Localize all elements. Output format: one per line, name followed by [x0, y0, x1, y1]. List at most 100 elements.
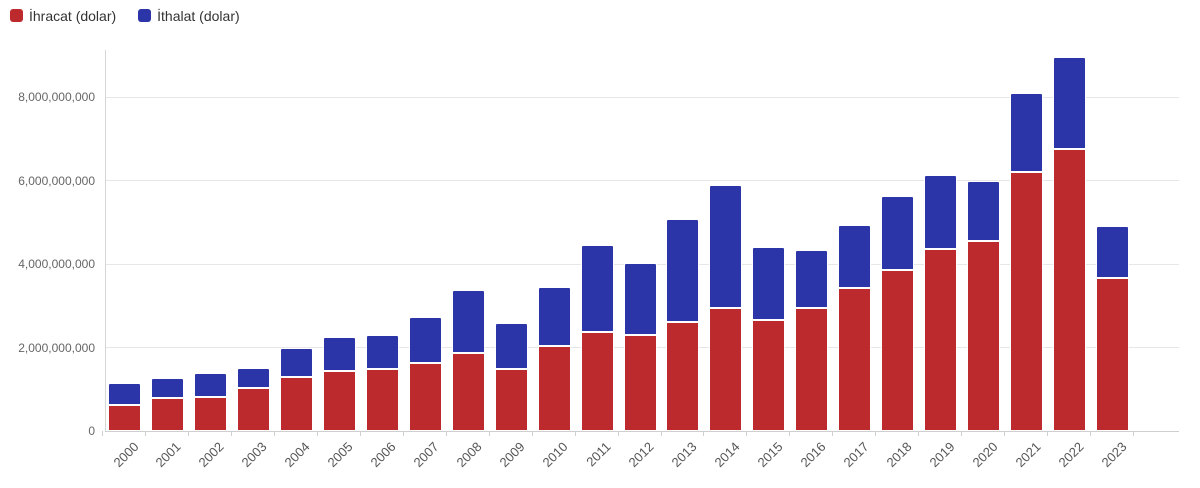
bar-segment-ihracat-2014[interactable]: [709, 308, 743, 431]
bar-segment-ithalat-2001[interactable]: [150, 377, 184, 399]
bar-segment-ithalat-2015[interactable]: [752, 247, 786, 321]
x-axis-tick: [1133, 431, 1135, 436]
bar-segment-ihracat-2001[interactable]: [150, 398, 184, 431]
y-axis-label-0: 0: [88, 424, 95, 438]
bar-2016: [795, 250, 829, 431]
bar-2006: [365, 335, 399, 431]
x-axis-tick: [1090, 431, 1092, 436]
bar-segment-ihracat-2004[interactable]: [279, 377, 313, 431]
bar-segment-ithalat-2019[interactable]: [924, 174, 958, 250]
bar-segment-ithalat-2007[interactable]: [408, 317, 442, 364]
bar-2022: [1053, 56, 1087, 431]
x-axis-tick: [273, 431, 275, 436]
bar-segment-ihracat-2000[interactable]: [108, 404, 141, 431]
bar-2010: [537, 287, 571, 431]
bar-2020: [967, 180, 1001, 431]
bar-segment-ihracat-2005[interactable]: [322, 370, 356, 431]
x-axis-tick: [1004, 431, 1006, 436]
x-axis-tick: [187, 431, 189, 436]
bar-segment-ithalat-2012[interactable]: [623, 262, 657, 336]
bar-segment-ihracat-2012[interactable]: [623, 335, 657, 431]
bar-segment-ihracat-2023[interactable]: [1096, 277, 1130, 431]
bar-segment-ihracat-2016[interactable]: [795, 307, 829, 431]
gridline-8000000000: [106, 96, 1179, 98]
gridline-6000000000: [106, 180, 1179, 182]
x-axis-tick: [402, 431, 404, 436]
bar-segment-ihracat-2006[interactable]: [365, 369, 399, 431]
bar-2021: [1010, 93, 1044, 431]
x-axis-tick: [102, 431, 104, 436]
x-axis-tick: [660, 431, 662, 436]
bar-2004: [279, 348, 313, 431]
bar-segment-ithalat-2013[interactable]: [666, 218, 700, 322]
bar-2003: [236, 367, 270, 431]
bar-segment-ithalat-2004[interactable]: [279, 348, 313, 378]
x-axis-tick: [617, 431, 619, 436]
bar-2017: [838, 225, 872, 431]
bar-segment-ihracat-2008[interactable]: [451, 352, 485, 431]
x-axis-tick: [316, 431, 318, 436]
bar-2023: [1096, 225, 1130, 431]
bar-segment-ihracat-2002[interactable]: [193, 396, 227, 431]
legend: İhracat (dolar) İthalat (dolar): [10, 8, 240, 23]
bar-2012: [623, 262, 657, 431]
x-axis-tick: [832, 431, 834, 436]
bar-segment-ithalat-2022[interactable]: [1053, 56, 1087, 149]
bar-2015: [752, 247, 786, 431]
bar-2019: [924, 174, 958, 431]
bar-segment-ithalat-2011[interactable]: [580, 245, 614, 332]
x-axis-tick: [746, 431, 748, 436]
bar-2002: [193, 373, 227, 431]
legend-swatch-ithalat-icon: [138, 9, 152, 22]
bar-segment-ihracat-2007[interactable]: [408, 363, 442, 431]
x-axis-tick: [445, 431, 447, 436]
bar-segment-ithalat-2002[interactable]: [193, 373, 227, 397]
x-axis-tick: [703, 431, 705, 436]
y-axis-label-4000000000: 4,000,000,000: [18, 257, 95, 272]
bar-2005: [322, 337, 356, 431]
legend-swatch-ihracat-icon: [10, 9, 23, 22]
bar-segment-ithalat-2006[interactable]: [365, 335, 399, 370]
y-axis-label-8000000000: 8,000,000,000: [18, 90, 95, 105]
bar-2009: [494, 323, 528, 431]
bar-segment-ihracat-2010[interactable]: [537, 345, 571, 431]
bar-segment-ihracat-2017[interactable]: [838, 288, 872, 431]
bar-segment-ithalat-2018[interactable]: [881, 195, 915, 271]
legend-label-ihracat: İhracat (dolar): [29, 8, 117, 24]
bar-segment-ithalat-2016[interactable]: [795, 250, 829, 308]
x-axis-tick: [875, 431, 877, 436]
bar-segment-ihracat-2011[interactable]: [580, 331, 614, 431]
x-axis-tick: [574, 431, 576, 436]
bar-segment-ithalat-2009[interactable]: [494, 323, 528, 370]
bar-segment-ithalat-2008[interactable]: [451, 290, 485, 353]
bar-segment-ihracat-2015[interactable]: [752, 320, 786, 431]
x-axis-tick: [488, 431, 490, 436]
plot-area: [105, 50, 1179, 432]
bar-segment-ithalat-2000[interactable]: [108, 383, 141, 405]
bar-segment-ihracat-2020[interactable]: [967, 240, 1001, 431]
bar-segment-ihracat-2003[interactable]: [236, 388, 270, 431]
bar-segment-ihracat-2018[interactable]: [881, 270, 915, 431]
y-axis-label-6000000000: 6,000,000,000: [18, 173, 95, 188]
y-axis-label-2000000000: 2,000,000,000: [18, 340, 95, 355]
bar-segment-ihracat-2019[interactable]: [924, 249, 958, 431]
bar-2014: [709, 185, 743, 431]
bar-segment-ihracat-2013[interactable]: [666, 321, 700, 431]
bar-segment-ihracat-2022[interactable]: [1053, 148, 1087, 431]
bar-segment-ihracat-2009[interactable]: [494, 369, 528, 431]
bar-2001: [150, 377, 184, 431]
bar-segment-ithalat-2017[interactable]: [838, 225, 872, 289]
bar-segment-ihracat-2021[interactable]: [1010, 172, 1044, 431]
legend-item-ihracat[interactable]: İhracat (dolar): [10, 8, 116, 23]
bar-segment-ithalat-2010[interactable]: [537, 287, 571, 346]
bar-2013: [666, 218, 700, 431]
bar-segment-ithalat-2003[interactable]: [236, 367, 270, 389]
bar-segment-ithalat-2021[interactable]: [1010, 93, 1044, 173]
legend-item-ithalat[interactable]: İthalat (dolar): [138, 8, 240, 23]
bar-segment-ithalat-2020[interactable]: [967, 180, 1001, 241]
bar-segment-ithalat-2023[interactable]: [1096, 225, 1130, 278]
bar-segment-ithalat-2005[interactable]: [322, 337, 356, 371]
bar-2007: [408, 317, 442, 431]
bar-segment-ithalat-2014[interactable]: [709, 185, 743, 309]
